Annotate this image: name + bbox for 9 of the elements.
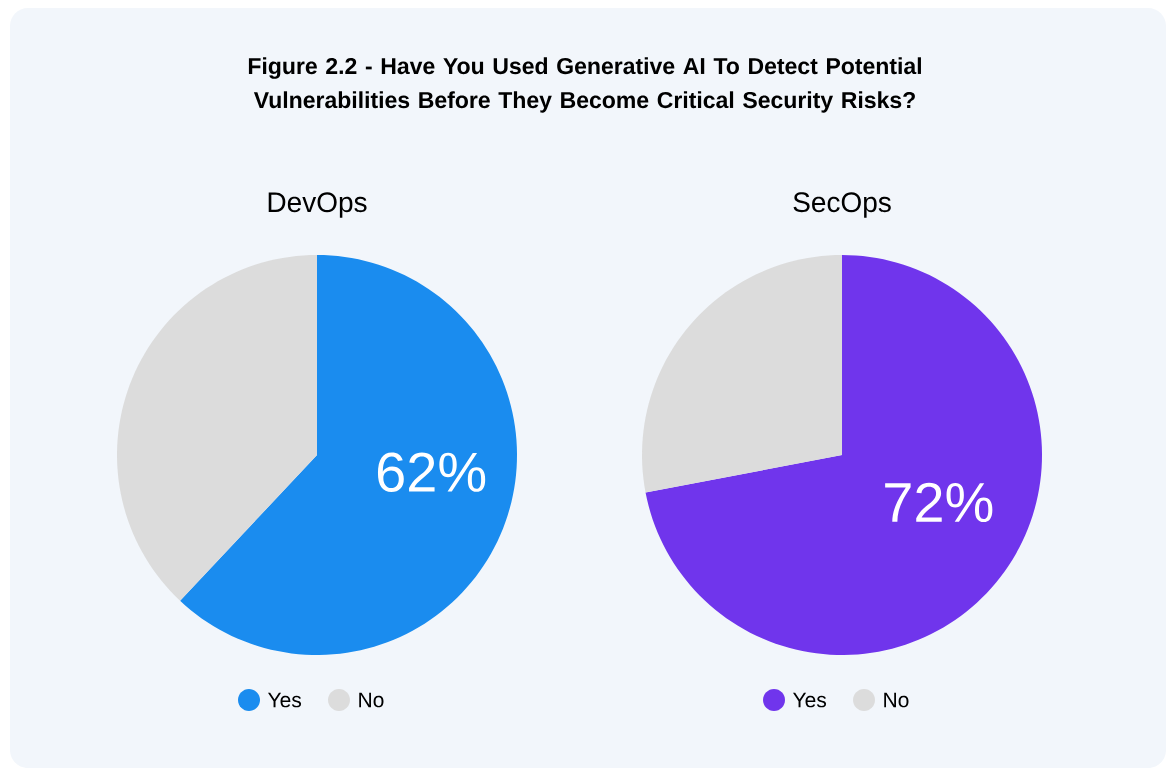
legend-label: No [359, 692, 384, 708]
data-label: 72% [885, 482, 993, 523]
chart-title: SecOps [793, 192, 891, 218]
data-label: 62% [377, 452, 486, 493]
legend-label: No [884, 692, 909, 708]
legend-label: Yes [267, 692, 302, 708]
legend-label: Yes [793, 692, 827, 708]
text: Figure 2.2 - Have You Used Generative AI To Detect Potential Vulnerabilities Before They Become Critical Security Risks? [248, 57, 921, 113]
chart-title: DevOps [268, 192, 367, 218]
